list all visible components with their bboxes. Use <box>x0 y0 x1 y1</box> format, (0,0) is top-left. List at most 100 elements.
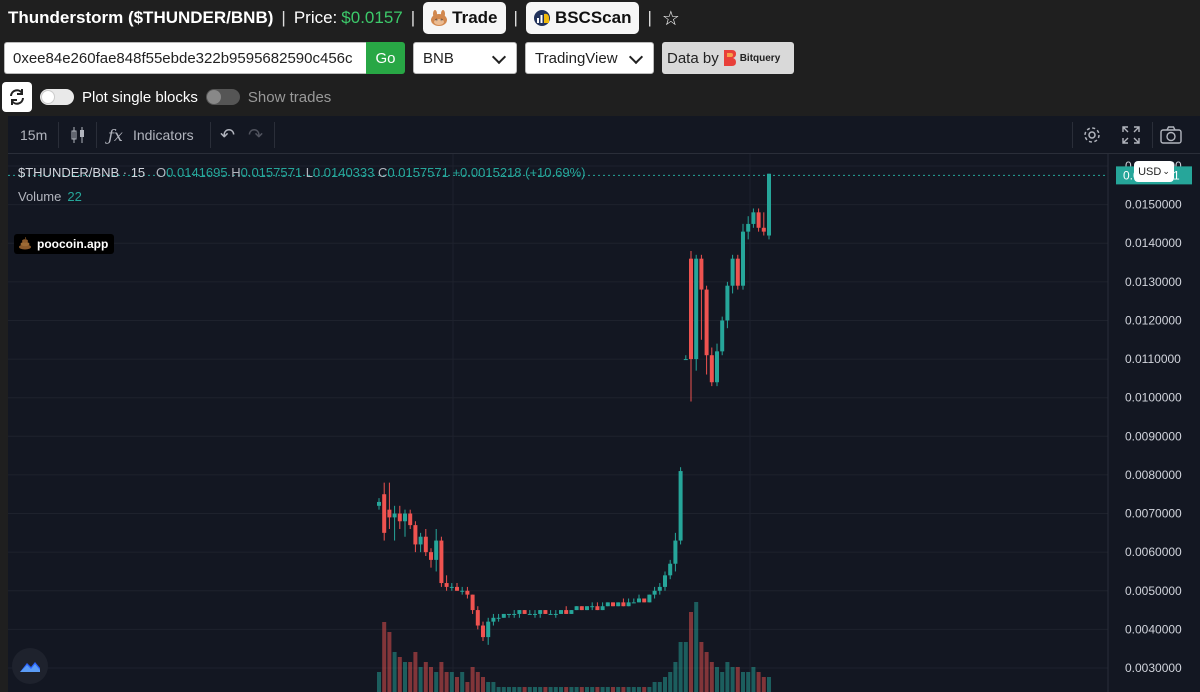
volume-bar <box>553 687 558 692</box>
indicators-button[interactable]: ƒx Indicators <box>108 116 194 154</box>
candle-style-icon <box>71 127 84 143</box>
token-address-input[interactable]: 0xee84e260fae848f55ebde322b9595682590c45… <box>4 42 366 74</box>
toggle-knob <box>41 90 55 104</box>
volume-bar <box>564 687 569 692</box>
chevron-down-icon <box>491 49 507 65</box>
price-tick-label: 0.0130000 <box>1125 275 1182 289</box>
price-tick-label: 0.0060000 <box>1125 545 1182 559</box>
volume-bar <box>501 687 506 692</box>
volume-bar <box>767 677 771 692</box>
volume-bar <box>527 687 532 692</box>
volume-bar <box>668 672 673 692</box>
camera-icon[interactable] <box>1160 116 1182 154</box>
trade-button[interactable]: Trade <box>423 2 506 34</box>
price-tick-label: 0.0120000 <box>1125 313 1182 327</box>
volume-bar <box>579 687 584 692</box>
candle-body <box>527 613 532 615</box>
fullscreen-icon[interactable] <box>1122 116 1140 154</box>
volume-bar <box>725 662 730 692</box>
quote-token-select[interactable]: BNB <box>413 42 517 74</box>
pancakeswap-icon <box>429 8 449 28</box>
chart-type-select[interactable]: TradingView <box>525 42 654 74</box>
separator: | <box>647 8 652 27</box>
chart-plot-area[interactable]: 0.01600000.01500000.01400000.01300000.01… <box>8 154 1200 692</box>
volume-bar <box>522 687 527 692</box>
volume-bar <box>574 687 579 692</box>
trade-label: Trade <box>452 8 498 27</box>
volume-bar <box>699 642 704 692</box>
volume-bar <box>605 687 610 692</box>
price-tick-label: 0.0080000 <box>1125 468 1182 482</box>
price-tick-label: 0.0050000 <box>1125 584 1182 598</box>
bscscan-button[interactable]: BSCScan <box>525 2 640 34</box>
chevron-down-icon <box>628 49 644 65</box>
candle-style-button[interactable] <box>70 116 86 154</box>
candle-body <box>683 359 688 361</box>
currency-dropdown[interactable]: USD ⌄ <box>1134 161 1174 182</box>
volume-bar <box>517 687 522 692</box>
price-tick-label: 0.0150000 <box>1125 198 1182 212</box>
candle-body <box>626 602 631 607</box>
candle-body <box>694 258 699 360</box>
candle-body <box>517 610 522 614</box>
tradingview-logo-icon[interactable] <box>12 648 48 684</box>
candle-body <box>767 173 771 236</box>
volume-bar <box>657 682 662 692</box>
settings-gear-icon[interactable] <box>1082 116 1102 154</box>
candlestick-series <box>377 173 771 645</box>
volume-bar <box>683 642 688 692</box>
show-trades-toggle[interactable] <box>205 89 240 105</box>
candle-body <box>491 617 496 622</box>
candle-body <box>553 613 558 615</box>
volume-bar <box>491 682 496 692</box>
volume-bar <box>569 687 574 692</box>
volume-bar <box>647 687 652 692</box>
volume-bar <box>730 667 735 692</box>
candle-body <box>600 606 605 611</box>
volume-bar <box>559 687 563 692</box>
refresh-button[interactable] <box>2 82 32 112</box>
volume-bar <box>475 672 480 692</box>
volume-bar <box>751 667 756 692</box>
price-tick-label: 0.0100000 <box>1125 391 1182 405</box>
candle-body <box>668 563 673 576</box>
candle-body <box>715 351 719 383</box>
search-row: 0xee84e260fae848f55ebde322b9595682590c45… <box>0 42 1200 76</box>
candle-body <box>678 471 683 541</box>
volume-bar <box>741 672 745 692</box>
interval-button[interactable]: 15m <box>20 127 48 143</box>
legend-close: 0.0157571 <box>387 165 449 180</box>
undo-icon[interactable]: ↶ <box>220 124 236 145</box>
candle-body <box>501 613 506 618</box>
volume-bar <box>631 687 636 692</box>
data-by-bitquery-link[interactable]: Data by Bitquery <box>662 42 794 74</box>
star-icon[interactable]: ☆ <box>661 7 680 30</box>
toolbar-divider <box>1152 122 1153 148</box>
volume-bar <box>585 687 589 692</box>
candle-body <box>434 540 439 560</box>
price-tick-label: 0.0110000 <box>1125 352 1181 366</box>
candle-body <box>585 606 589 611</box>
candle-body <box>439 540 444 584</box>
candle-body <box>533 613 537 615</box>
plot-single-blocks-toggle[interactable] <box>40 89 74 105</box>
volume-bar <box>507 687 511 692</box>
candle-body <box>611 602 615 607</box>
toolbar-divider <box>1072 122 1073 148</box>
go-button[interactable]: Go <box>366 42 405 74</box>
candle-body <box>735 258 740 286</box>
volume-bar <box>387 632 392 692</box>
candle-body <box>637 598 641 603</box>
candle-body <box>559 610 563 614</box>
price-tick-label: 0.0090000 <box>1125 429 1182 443</box>
candle-body <box>444 583 449 587</box>
candle-body <box>418 536 423 545</box>
candle-body <box>569 610 574 614</box>
chart-grid <box>8 154 1108 692</box>
redo-icon[interactable]: ↷ <box>248 124 264 145</box>
price-chart[interactable]: 15m ƒx Indicators ↶ ↷ 0.0160000 <box>8 116 1200 692</box>
volume-bar <box>429 667 433 692</box>
legend-l-label: L <box>305 165 313 180</box>
candle-body <box>387 509 392 518</box>
chart-legend: $THUNDER/BNB · 15 O0.0141695 H0.0157571 … <box>18 165 586 180</box>
